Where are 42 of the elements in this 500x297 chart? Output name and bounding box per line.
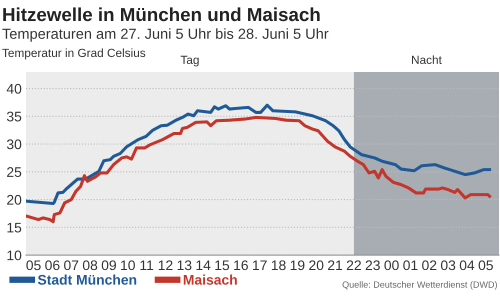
y-tick-label: 10: [7, 250, 22, 260]
x-tick-label: 22: [346, 260, 361, 270]
x-tick-label: 05: [26, 260, 41, 270]
x-tick-label: 04: [460, 260, 474, 270]
x-tick-label: 13: [178, 260, 192, 270]
y-tick-label: 35: [6, 112, 22, 122]
x-tick-label: 07: [64, 260, 78, 270]
x-tick-label: 15: [215, 260, 230, 270]
y-tick-label: 40: [6, 84, 22, 94]
x-tick-label: 14: [196, 260, 210, 270]
x-tick-label: 05: [478, 260, 493, 270]
legend-label: Maisach: [184, 274, 237, 285]
chart-title: Hitzewelle in München und Maisach: [3, 7, 320, 22]
chart-subtitle: Temperaturen am 27. Juni 5 Uhr bis 28. Juni 5 Uhr: [2, 28, 328, 42]
x-tick-label: 00: [384, 260, 399, 270]
x-tick-label: 08: [82, 260, 98, 270]
x-tick-label: 23: [366, 260, 380, 270]
y-tick-label: 15: [7, 222, 22, 233]
y-tick-label: 30: [6, 139, 22, 150]
x-tick-label: 11: [140, 260, 154, 270]
x-tick-label: 21: [328, 260, 342, 270]
x-tick-label: 03: [440, 260, 456, 270]
y-tick-label: 20: [7, 194, 22, 205]
x-tick-label: 18: [272, 260, 286, 270]
x-tick-label: 19: [290, 260, 304, 270]
x-tick-label: 17: [253, 260, 267, 270]
x-tick-label: 12: [158, 260, 172, 270]
source-note: Quelle: Deutscher Wetterdienst (DWD): [342, 281, 497, 290]
x-tick-label: 02: [422, 260, 436, 270]
x-tick-label: 01: [403, 260, 418, 270]
band-label: Tag: [180, 56, 199, 66]
line-series: [26, 116, 492, 224]
x-tick-label: 16: [234, 260, 248, 270]
legend-label: Stadt München: [38, 274, 136, 285]
y-axis-title: Temperatur in Grad Celsius: [2, 48, 146, 60]
x-tick-label: 20: [309, 260, 324, 270]
band-label: Nacht: [412, 55, 442, 64]
x-tick-label: 10: [121, 260, 135, 270]
line-series: [26, 104, 492, 206]
y-tick-label: 25: [7, 167, 22, 177]
x-tick-label: 06: [45, 260, 60, 270]
x-tick-label: 09: [102, 260, 116, 270]
